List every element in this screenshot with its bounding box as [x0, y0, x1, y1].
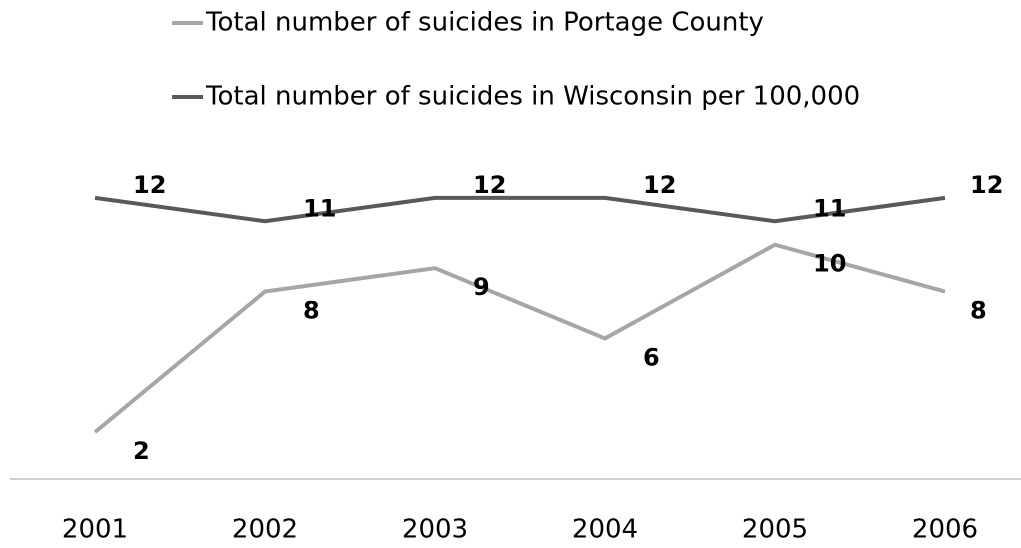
- x-tick-label: 2003: [402, 515, 468, 545]
- series-line: [94, 195, 946, 224]
- data-label: 11: [813, 194, 846, 222]
- x-tick-label: 2005: [742, 515, 808, 545]
- data-label: 12: [970, 171, 1003, 199]
- series-line: [93, 242, 946, 434]
- data-label: 12: [133, 171, 166, 199]
- legend-label: Total number of suicides in Portage Coun…: [205, 8, 764, 38]
- x-tick-label: 2004: [572, 515, 638, 545]
- x-tick-label: 2001: [62, 515, 128, 545]
- data-label: 8: [303, 297, 320, 325]
- data-label: 11: [303, 194, 336, 222]
- data-label: 2: [133, 437, 150, 465]
- data-label: 9: [473, 273, 490, 301]
- data-label: 12: [473, 171, 506, 199]
- data-label: 8: [970, 297, 987, 325]
- x-tick-label: 2006: [912, 515, 978, 545]
- data-label: 12: [643, 171, 676, 199]
- data-label: 10: [813, 250, 846, 278]
- data-label: 6: [643, 343, 660, 371]
- x-tick-label: 2002: [232, 515, 298, 545]
- legend-label: Total number of suicides in Wisconsin pe…: [205, 82, 860, 112]
